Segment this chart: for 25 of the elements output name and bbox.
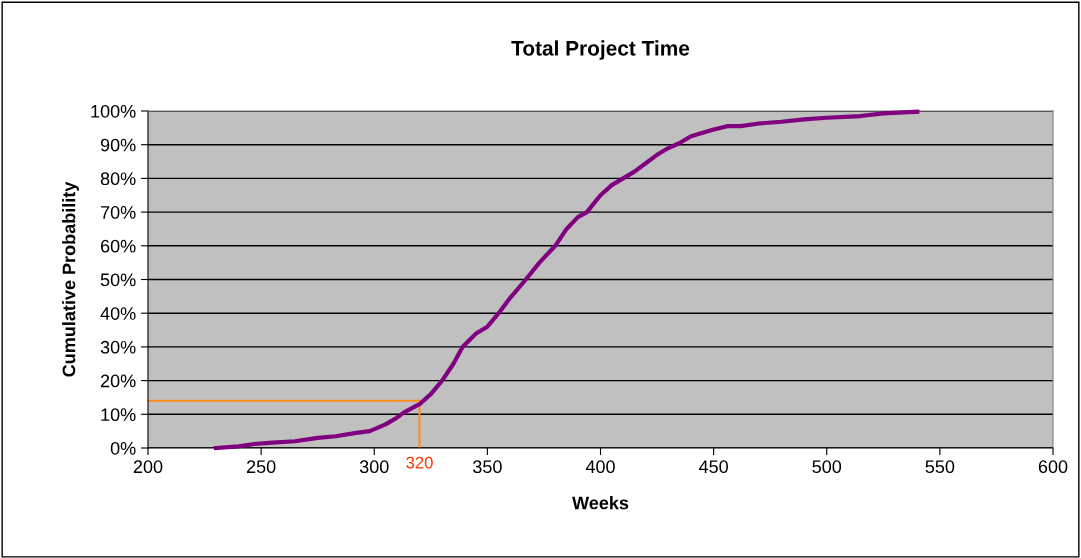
- line-series: [213, 109, 920, 451]
- x-tick-label: 550: [925, 460, 955, 474]
- x-tick-label: 450: [698, 460, 728, 474]
- x-tick-label: 250: [246, 460, 276, 474]
- chart-title: Total Project Time: [511, 40, 690, 60]
- x-tick-label: 400: [585, 460, 615, 474]
- y-tick-label: 50%: [100, 273, 136, 287]
- x-tick-label: 500: [812, 460, 842, 474]
- y-tick-label: 10%: [101, 408, 136, 422]
- y-tick-label: 20%: [100, 374, 136, 388]
- x-axis-title: Weeks: [572, 496, 629, 510]
- y-tick-label: 80%: [100, 172, 136, 186]
- annotation: 320: [406, 456, 433, 469]
- y-tick-label: 90%: [100, 138, 136, 152]
- x-tick-label: 350: [473, 460, 502, 474]
- x-tick-label: 300: [359, 460, 389, 474]
- y-tick-label: 60%: [100, 239, 136, 253]
- y-tick-label: 100%: [91, 104, 136, 118]
- x-tick-label: 600: [1038, 460, 1068, 474]
- y-tick-label: 30%: [100, 340, 136, 354]
- y-tick-label: 40%: [100, 307, 136, 320]
- y-axis-title: Cumulative Probability: [62, 181, 79, 377]
- y-tick-label: 70%: [100, 206, 136, 219]
- y-tick-label: 0%: [110, 441, 136, 455]
- x-tick-label: 200: [133, 460, 163, 474]
